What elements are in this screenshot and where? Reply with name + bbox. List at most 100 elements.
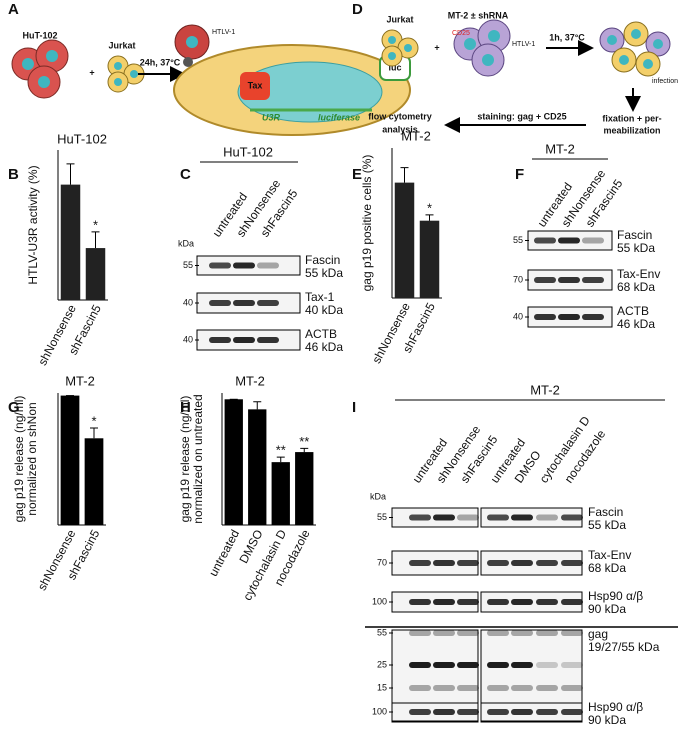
- blot-title: HuT-102: [223, 144, 273, 159]
- band: [409, 709, 431, 715]
- band: [433, 685, 455, 691]
- band: [487, 560, 509, 566]
- band: [409, 630, 431, 636]
- band: [561, 662, 583, 668]
- chart-title: MT-2: [401, 128, 431, 143]
- protein-label: 68 kDa: [617, 280, 655, 294]
- band: [511, 662, 533, 668]
- x-tick-label: untreated: [206, 527, 242, 578]
- band: [233, 300, 255, 306]
- panel-label: A: [8, 1, 19, 18]
- mw-marker: 70: [513, 274, 523, 284]
- band: [558, 314, 580, 320]
- protein-label: Tax-Env: [617, 267, 660, 281]
- band: [511, 560, 533, 566]
- mw-marker: 40: [183, 297, 193, 307]
- label: fixation + per-: [602, 113, 661, 123]
- band: [511, 514, 533, 521]
- band: [409, 662, 431, 668]
- bar: [271, 462, 290, 525]
- bar: [224, 399, 243, 525]
- band: [487, 630, 509, 636]
- blot-title: MT-2: [530, 382, 560, 397]
- significance: **: [276, 443, 286, 458]
- protein-label: ACTB: [617, 304, 649, 318]
- label: infection: [652, 78, 678, 85]
- panel-label: G: [8, 399, 20, 416]
- band: [487, 709, 509, 715]
- band: [561, 630, 583, 636]
- band: [209, 262, 231, 269]
- mw-marker: 55: [513, 235, 523, 245]
- label: Tax: [248, 80, 263, 90]
- label: luc: [388, 62, 401, 72]
- label: HuT-102: [22, 30, 57, 40]
- protein-label: Hsp90 α/β: [588, 589, 643, 603]
- protein-label: gag: [588, 627, 608, 641]
- band: [534, 277, 556, 283]
- label: Jurkat: [108, 40, 135, 50]
- error-bar: [66, 163, 75, 185]
- label: meabilization: [603, 125, 660, 135]
- band: [511, 599, 533, 605]
- protein-label: Fascin: [588, 505, 623, 519]
- y-axis-label: gag p19 positive cells (%): [360, 155, 374, 292]
- band: [582, 314, 604, 320]
- band: [561, 560, 583, 566]
- label: CD25: [452, 30, 470, 37]
- band: [433, 560, 455, 566]
- bar: [295, 452, 314, 525]
- mw-marker: 55: [183, 260, 193, 270]
- mw-marker: 55: [377, 627, 387, 637]
- kda-header: kDa: [370, 491, 386, 501]
- band: [433, 514, 455, 521]
- error-bar: [91, 231, 100, 249]
- band: [433, 599, 455, 605]
- band: [233, 337, 255, 343]
- chart-title: MT-2: [235, 373, 265, 388]
- label: flow cytometry: [368, 111, 432, 121]
- band: [534, 237, 556, 244]
- error-bar: [90, 427, 98, 439]
- bar: [419, 220, 440, 298]
- band: [487, 662, 509, 668]
- y-axis-label: gag p19 release (ng/ml): [12, 396, 26, 523]
- band: [257, 300, 279, 306]
- band: [433, 662, 455, 668]
- band: [561, 599, 583, 605]
- protein-label: Tax-Env: [588, 548, 631, 562]
- protein-label: 40 kDa: [305, 303, 343, 317]
- mw-marker: 100: [372, 596, 387, 606]
- band: [582, 237, 604, 244]
- significance: *: [93, 217, 98, 232]
- panel-label: I: [352, 399, 356, 416]
- blot-title: MT-2: [545, 141, 575, 156]
- band: [561, 685, 583, 691]
- mw-marker: 55: [377, 512, 387, 522]
- band: [536, 685, 558, 691]
- band: [582, 277, 604, 283]
- band: [558, 277, 580, 283]
- protein-label: 55 kDa: [617, 241, 655, 255]
- error-bar: [400, 167, 409, 183]
- x-tick-label: shNonsense: [35, 302, 79, 368]
- error-bar: [276, 456, 285, 463]
- band: [457, 709, 479, 715]
- label: +: [89, 67, 94, 77]
- diagram-d: Jurkat + MT-2 ± shRNA CD25 HTLV-1 1h, 37…: [368, 10, 678, 135]
- diagram-a: HuT-102 + Jurkat 24h, 37°C HTLV-1 Tax lu…: [11, 24, 411, 136]
- panel-label: E: [352, 166, 362, 183]
- significance: *: [427, 200, 432, 215]
- y-axis-label: HTLV-U3R activity (%): [26, 165, 40, 284]
- significance: **: [299, 434, 309, 449]
- bar: [248, 409, 267, 525]
- band: [433, 709, 455, 715]
- mw-marker: 40: [183, 334, 193, 344]
- band: [409, 685, 431, 691]
- chart-title: HuT-102: [57, 131, 107, 146]
- band: [457, 685, 479, 691]
- bar: [60, 184, 81, 300]
- protein-label: 90 kDa: [588, 602, 626, 616]
- y-axis-label: normalized on shNon: [25, 402, 39, 515]
